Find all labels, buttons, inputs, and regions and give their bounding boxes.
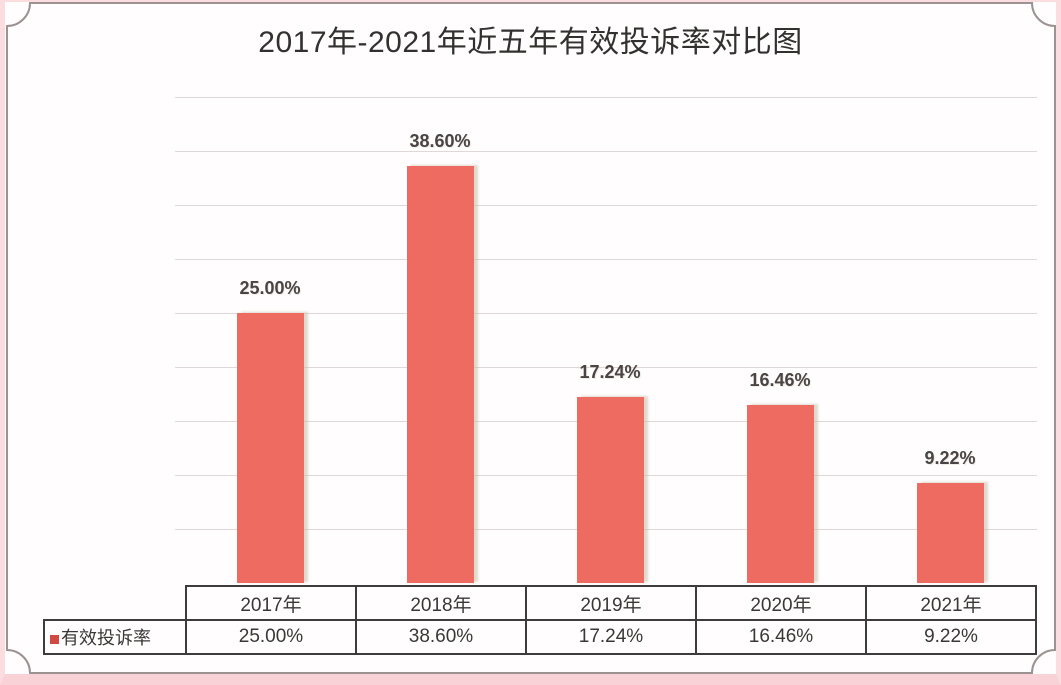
bar-2019年 (576, 397, 644, 583)
bar-2017年 (236, 313, 304, 583)
table-year-cell: 2021年 (865, 585, 1037, 621)
data-table: 2017年 2018年 2019年 2020年 2021年有效投诉率 25.00% 38.6… (43, 585, 1037, 655)
table-year-row: 2017年 2018年 2019年 2020年 2021年 (44, 585, 1037, 621)
chart-title: 2017年-2021年近五年有效投诉率对比图 (258, 26, 803, 59)
table-year-cell: 2020年 (695, 585, 867, 621)
legend-label: 有效投诉率 (61, 628, 151, 648)
table-year-cell: 2018年 (355, 585, 527, 621)
plot-area: 25.00% 38.60% 17.24% 16.46% 9.22% (175, 97, 1037, 583)
data-table-body: 2017年 2018年 2019年 2020年 2021年有效投诉率 25.00% 38.6… (43, 585, 1037, 655)
table-value-cell: 25.00% (185, 619, 357, 655)
bar-2021年 (916, 483, 984, 583)
legend-marker-icon (50, 635, 59, 644)
table-value-row: 有效投诉率 25.00% 38.60% 17.24% 16.46% 9.22% (43, 619, 1037, 655)
bar-value-label-2020年: 16.46% (749, 370, 811, 390)
table-value-cell: 9.22% (865, 619, 1037, 655)
bar-value-label-2021年: 9.22% (924, 448, 976, 468)
table-corner-blank (44, 586, 186, 620)
legend-key-cell: 有效投诉率 (43, 619, 187, 655)
bar-value-label-2019年: 17.24% (579, 362, 641, 382)
table-value-cell: 17.24% (525, 619, 697, 655)
table-year-cell: 2019年 (525, 585, 697, 621)
bar-value-label-2017年: 25.00% (239, 278, 301, 298)
bar-2018年 (406, 166, 474, 583)
bar-2020年 (746, 405, 814, 583)
table-year-cell: 2017年 (185, 585, 357, 621)
table-value-cell: 16.46% (695, 619, 867, 655)
bar-value-label-2018年: 38.60% (409, 131, 471, 151)
table-value-cell: 38.60% (355, 619, 527, 655)
